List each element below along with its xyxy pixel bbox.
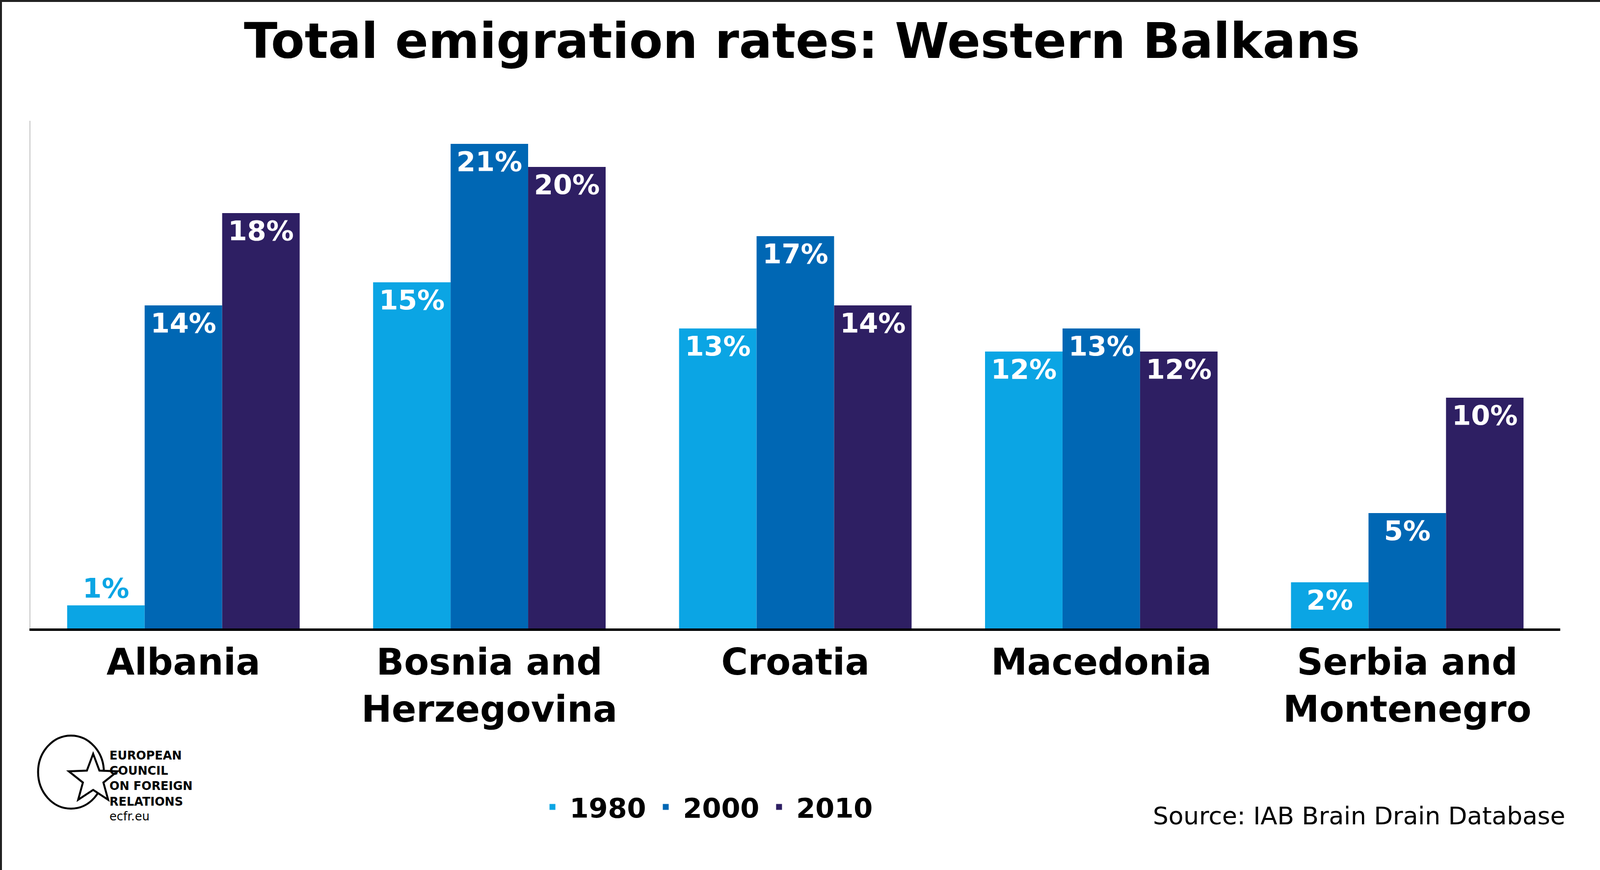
svg-text:Macedonia: Macedonia (990, 640, 1212, 683)
svg-text:Bosnia andHerzegovina: Bosnia andHerzegovina (361, 640, 618, 730)
svg-text:14%: 14% (150, 306, 217, 339)
svg-text:Source: IAB Brain Drain Databa: Source: IAB Brain Drain Database (1152, 801, 1566, 830)
svg-text:Total emigration rates: Wester: Total emigration rates: Western Balkans (243, 12, 1360, 70)
svg-text:2010: 2010 (796, 791, 873, 824)
svg-text:12%: 12% (990, 352, 1057, 385)
svg-text:10%: 10% (1451, 399, 1518, 431)
svg-text:ecfr.eu: ecfr.eu (109, 809, 150, 824)
svg-text:Albania: Albania (106, 640, 261, 683)
svg-text:5%: 5% (1384, 514, 1431, 547)
svg-text:1980: 1980 (569, 791, 647, 824)
svg-text:12%: 12% (1146, 352, 1212, 385)
svg-text:1%: 1% (82, 571, 130, 604)
svg-text:2%: 2% (1306, 583, 1354, 616)
svg-text:15%: 15% (378, 283, 445, 316)
svg-text:17%: 17% (762, 237, 828, 270)
svg-text:Serbia andMontenegro: Serbia andMontenegro (1282, 640, 1532, 730)
svg-text:Croatia: Croatia (720, 640, 870, 683)
svg-text:21%: 21% (456, 145, 523, 178)
svg-text:18%: 18% (228, 214, 294, 247)
svg-text:2000: 2000 (682, 791, 760, 824)
svg-text:14%: 14% (839, 306, 906, 339)
svg-text:20%: 20% (533, 168, 600, 201)
svg-text:13%: 13% (685, 329, 751, 362)
svg-text:EUROPEANCOUNCILON FOREIGNRELAT: EUROPEANCOUNCILON FOREIGNRELATIONS (109, 748, 193, 809)
svg-text:13%: 13% (1068, 329, 1135, 362)
